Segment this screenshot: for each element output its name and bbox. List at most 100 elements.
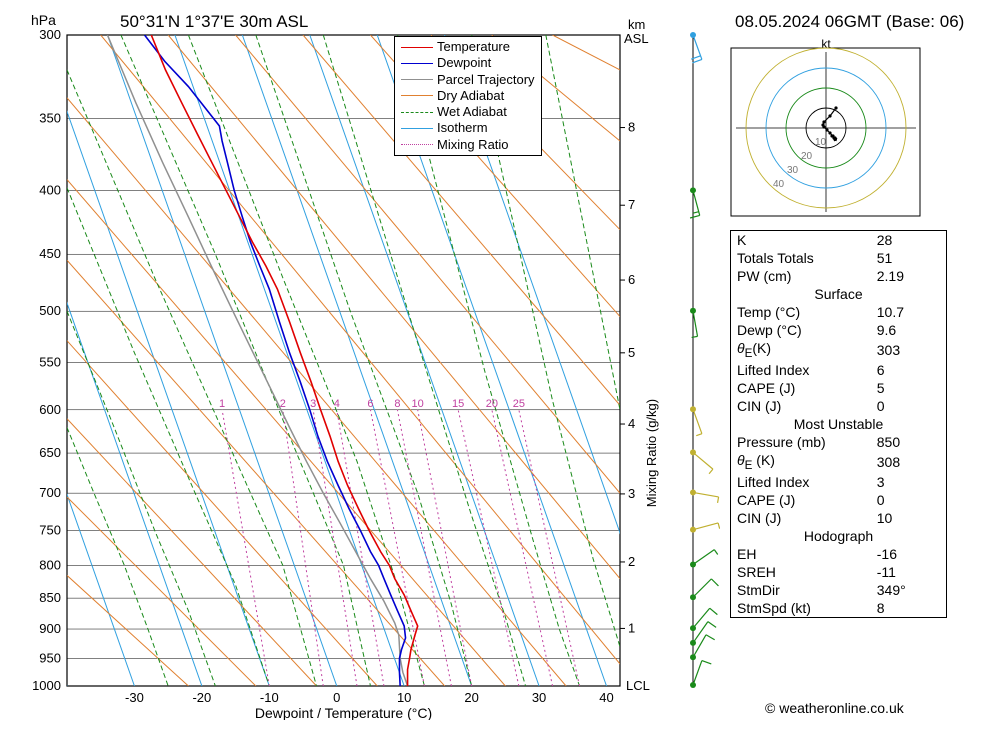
legend-item: Isotherm <box>401 120 535 136</box>
indices-label: CIN (J) <box>731 509 871 527</box>
ytick-right: 8 <box>628 120 635 135</box>
ytick-left: 700 <box>39 485 61 500</box>
svg-text:10: 10 <box>815 137 827 148</box>
indices-value: 850 <box>871 433 946 451</box>
indices-label: Pressure (mb) <box>731 433 871 451</box>
indices-header: Hodograph <box>731 527 946 545</box>
indices-value: 349° <box>871 581 946 599</box>
mixing-ratio-label: 20 <box>486 398 498 410</box>
xtick: 30 <box>532 690 546 705</box>
legend-label: Isotherm <box>437 120 488 136</box>
indices-value: 5 <box>871 379 946 397</box>
legend-item: Parcel Trajectory <box>401 72 535 88</box>
ytick-left: 900 <box>39 621 61 636</box>
indices-header: Surface <box>731 285 946 303</box>
svg-text:kt: kt <box>821 38 831 51</box>
indices-label: Lifted Index <box>731 361 871 379</box>
ytick-right: 2 <box>628 554 635 569</box>
ytick-left: 800 <box>39 557 61 572</box>
ytick-left: 400 <box>39 183 61 198</box>
ytick-left: 1000 <box>32 678 61 693</box>
mixing-ratio-label: 25 <box>513 398 525 410</box>
indices-value: 0 <box>871 491 946 509</box>
mixing-ratio-label: 15 <box>452 398 464 410</box>
indices-label: StmSpd (kt) <box>731 599 871 617</box>
ytick-left: 500 <box>39 303 61 318</box>
indices-value: -16 <box>871 545 946 563</box>
ytick-left: 850 <box>39 590 61 605</box>
mixing-ratio-label: 1 <box>219 398 225 410</box>
x-label: Dewpoint / Temperature (°C) <box>255 705 432 720</box>
legend-label: Dry Adiabat <box>437 88 504 104</box>
svg-text:20: 20 <box>801 151 813 162</box>
ytick-left: 550 <box>39 355 61 370</box>
indices-value: 28 <box>871 231 946 249</box>
indices-label: CIN (J) <box>731 397 871 415</box>
mixing-ratio-label: 6 <box>367 398 373 410</box>
y-left-label: hPa <box>31 12 56 28</box>
xtick: -10 <box>260 690 279 705</box>
ytick-left: 600 <box>39 402 61 417</box>
indices-label: Lifted Index <box>731 473 871 491</box>
mixing-ratio-label: 8 <box>394 398 400 410</box>
dewpoint-profile <box>145 35 406 686</box>
indices-label: StmDir <box>731 581 871 599</box>
indices-value: 2.19 <box>871 267 946 285</box>
indices-value: -11 <box>871 563 946 581</box>
indices-table: K28Totals Totals51PW (cm)2.19SurfaceTemp… <box>730 230 947 618</box>
indices-value: 8 <box>871 599 946 617</box>
ytick-left: 950 <box>39 650 61 665</box>
indices-label: Totals Totals <box>731 249 871 267</box>
ytick-left: 300 <box>39 27 61 42</box>
date-title: 08.05.2024 06GMT (Base: 06) <box>735 12 964 32</box>
legend-item: Wet Adiabat <box>401 104 535 120</box>
indices-value: 303 <box>871 339 946 361</box>
ytick-left: 650 <box>39 445 61 460</box>
xtick: 0 <box>333 690 340 705</box>
indices-value: 308 <box>871 451 946 473</box>
mixing-ratio-label: 4 <box>334 398 340 410</box>
mixing-ratio-label: 10 <box>412 398 424 410</box>
legend-item: Temperature <box>401 39 535 55</box>
credit: © weatheronline.co.uk <box>765 700 904 716</box>
legend-label: Parcel Trajectory <box>437 72 535 88</box>
indices-value: 10 <box>871 509 946 527</box>
ytick-right: 7 <box>628 197 635 212</box>
skewt-chart: 3003504004505005506006507007508008509009… <box>0 0 720 720</box>
indices-value: 9.6 <box>871 321 946 339</box>
ytick-left: 750 <box>39 522 61 537</box>
indices-label: SREH <box>731 563 871 581</box>
mixing-ratio-label: 3 <box>310 398 316 410</box>
svg-text:30: 30 <box>787 165 799 176</box>
ytick-left: 350 <box>39 110 61 125</box>
indices-label: CAPE (J) <box>731 491 871 509</box>
indices-header: Most Unstable <box>731 415 946 433</box>
xtick: 10 <box>397 690 411 705</box>
xtick: 20 <box>464 690 478 705</box>
ytick-right: 6 <box>628 272 635 287</box>
xtick: -30 <box>125 690 144 705</box>
legend-box: TemperatureDewpointParcel TrajectoryDry … <box>394 36 542 156</box>
xtick: 40 <box>599 690 613 705</box>
ytick-right: 4 <box>628 416 635 431</box>
ytick-left: 450 <box>39 246 61 261</box>
y-right-label-2: ASL <box>624 31 649 46</box>
ytick-right: 5 <box>628 345 635 360</box>
ytick-right: 3 <box>628 486 635 501</box>
hodograph: kt 10203040 <box>730 38 922 218</box>
indices-label: θE(K) <box>731 339 871 361</box>
ytick-right: 1 <box>628 620 635 635</box>
indices-label: Temp (°C) <box>731 303 871 321</box>
indices-value: 0 <box>871 397 946 415</box>
parcel-trajectory <box>107 35 407 686</box>
indices-value: 3 <box>871 473 946 491</box>
indices-label: Dewp (°C) <box>731 321 871 339</box>
y-right-label-1: km <box>628 17 645 32</box>
legend-item: Mixing Ratio <box>401 137 535 153</box>
svg-text:40: 40 <box>773 179 785 190</box>
indices-label: CAPE (J) <box>731 379 871 397</box>
indices-label: EH <box>731 545 871 563</box>
indices-value: 10.7 <box>871 303 946 321</box>
indices-value: 6 <box>871 361 946 379</box>
indices-label: PW (cm) <box>731 267 871 285</box>
